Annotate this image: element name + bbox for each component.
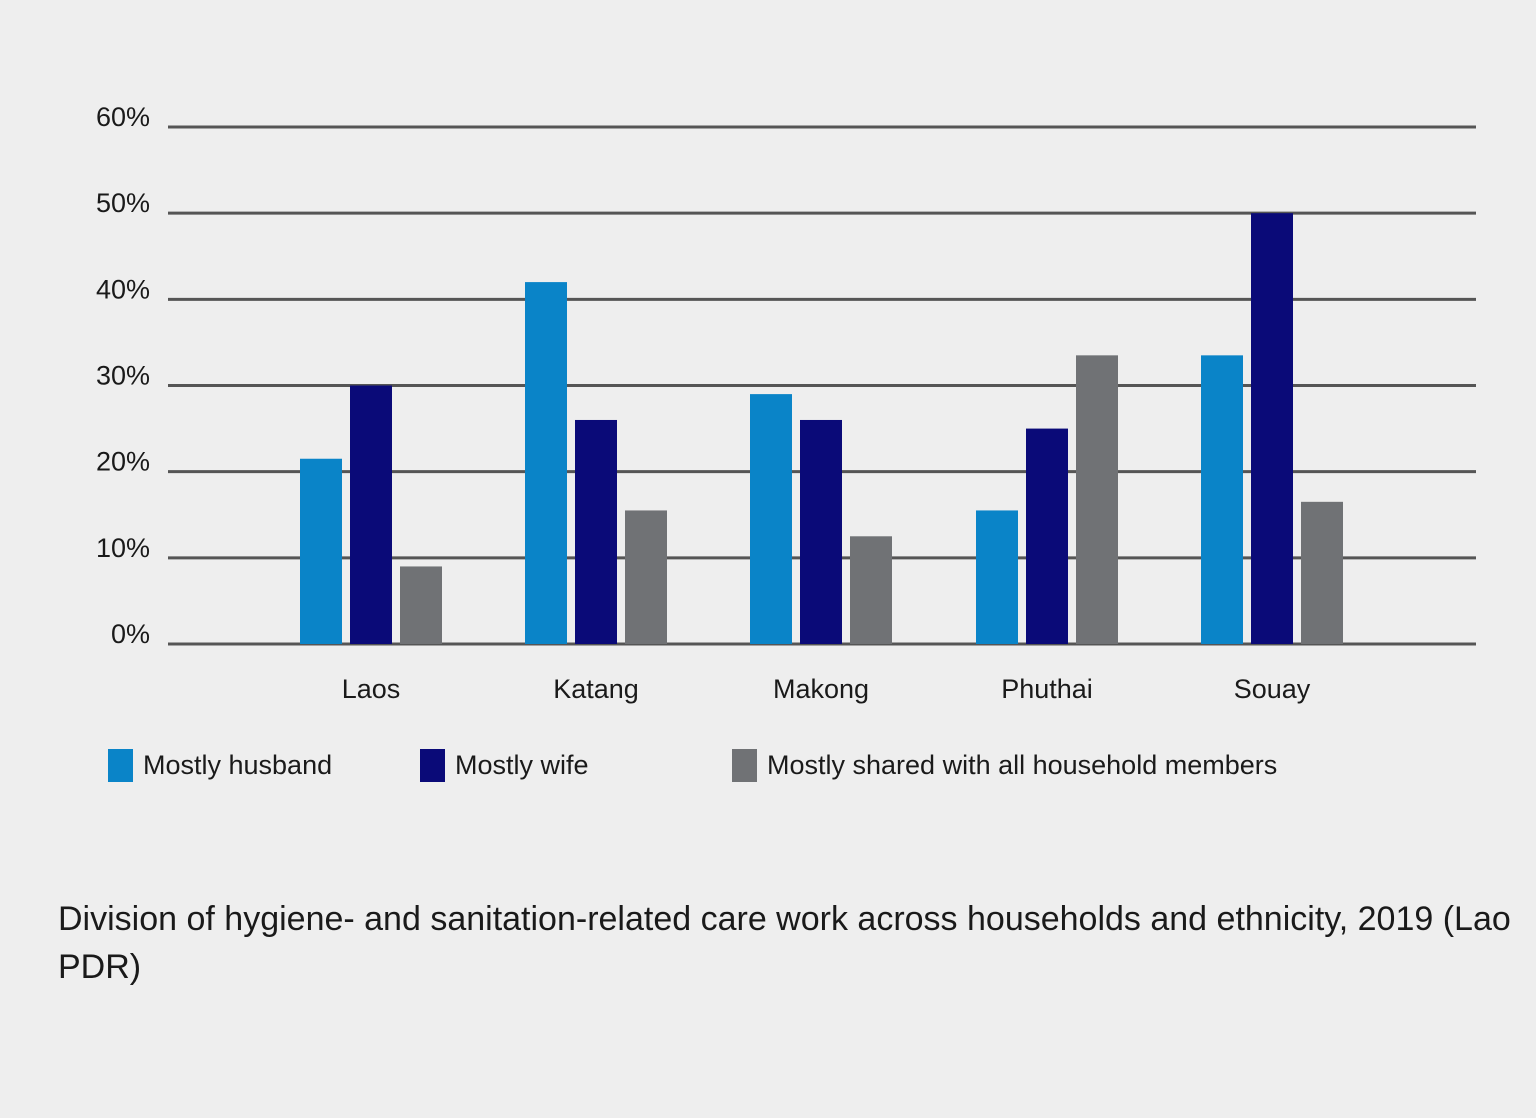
y-axis-ticks: 0% 10% 20% 30% 40% 50% 60% [96, 102, 150, 649]
bar-souay-series-2 [1251, 213, 1293, 644]
y-tick-label: 0% [111, 619, 150, 649]
bar-chart: 0% 10% 20% 30% 40% 50% 60% Laos Katang Makong Phu… [96, 102, 1476, 704]
bar-laos-series-2 [350, 385, 392, 644]
y-tick-label: 10% [96, 533, 150, 563]
bar-katang-series-1 [525, 282, 567, 644]
legend-swatch [732, 748, 757, 782]
x-category-label: Phuthai [1001, 674, 1093, 704]
x-category-label: Souay [1234, 674, 1311, 704]
legend-swatch [108, 748, 133, 782]
legend: Mostly husband Mostly wife Mostly shared… [108, 745, 1408, 785]
legend-item-mostly-shared: Mostly shared with all household members [732, 745, 1277, 785]
y-tick-label: 60% [96, 102, 150, 132]
bar-makong-series-1 [750, 394, 792, 644]
y-tick-label: 50% [96, 188, 150, 218]
bar-souay-series-1 [1201, 355, 1243, 644]
bar-makong-series-3 [850, 536, 892, 644]
x-category-label: Makong [773, 674, 869, 704]
legend-item-mostly-wife: Mostly wife [420, 745, 589, 785]
legend-label: Mostly shared with all household members [767, 749, 1278, 780]
bar-laos-series-1 [300, 458, 342, 644]
y-tick-label: 40% [96, 274, 150, 304]
legend-label: Mostly husband [143, 749, 333, 780]
x-category-label: Laos [342, 674, 401, 704]
bar-phuthai-series-2 [1026, 428, 1068, 644]
x-axis-categories: Laos Katang Makong Phuthai Souay [342, 674, 1311, 704]
chart-caption: Division of hygiene- and sanitation-rela… [58, 900, 1511, 986]
bar-katang-series-2 [575, 419, 617, 644]
bar-phuthai-series-1 [976, 510, 1018, 644]
bar-laos-series-3 [400, 566, 442, 644]
bar-phuthai-series-3 [1076, 355, 1118, 644]
bar-makong-series-2 [800, 419, 842, 644]
y-tick-label: 20% [96, 447, 150, 477]
bar-katang-series-3 [625, 510, 667, 644]
legend-swatch [420, 748, 445, 782]
bars [300, 213, 1343, 644]
x-category-label: Katang [553, 674, 639, 704]
bar-souay-series-3 [1301, 501, 1343, 644]
legend-label: Mostly wife [455, 749, 589, 780]
legend-item-mostly-husband: Mostly husband [108, 745, 332, 785]
y-tick-label: 30% [96, 361, 150, 391]
